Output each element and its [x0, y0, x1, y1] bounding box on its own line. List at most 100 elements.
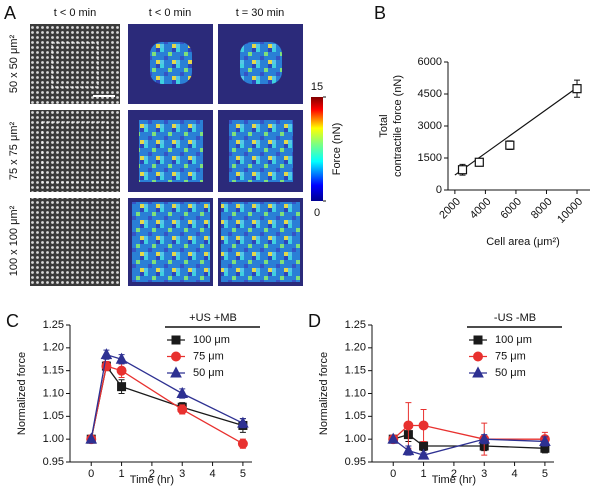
x-tick-label: 4	[512, 468, 518, 480]
marker	[417, 448, 430, 460]
colorbar-tick-label: 0	[314, 207, 320, 219]
y-tick-label: 4500	[418, 88, 442, 100]
marker	[237, 416, 249, 428]
series	[85, 348, 249, 444]
micrograph	[30, 110, 120, 192]
marker	[478, 432, 491, 444]
y-tick-label: 1.00	[43, 433, 64, 445]
x-tick-label: 3	[481, 468, 487, 480]
row-title: 100 x 100 μm²	[8, 205, 20, 276]
force-cell	[132, 202, 210, 282]
series	[387, 432, 551, 460]
colorbar-title: Force (nN)	[331, 123, 343, 176]
legend-label: 100 μm	[193, 334, 230, 346]
y-tick-label: 1.10	[345, 387, 366, 399]
x-tick-label: 1	[421, 468, 427, 480]
marker	[171, 351, 181, 362]
x-tick-label: 1	[119, 468, 125, 480]
y-axis-label: Normalized force	[16, 352, 28, 435]
marker	[85, 432, 98, 444]
x-tick-label: 2	[149, 468, 155, 480]
marker	[572, 84, 582, 94]
y-tick-label: 1.10	[43, 387, 64, 399]
marker	[117, 382, 127, 392]
force-cell	[229, 120, 293, 182]
x-tick-label: 0	[88, 468, 94, 480]
y-tick-label: 1.05	[345, 410, 366, 422]
panel-label: B	[374, 3, 386, 23]
marker	[473, 335, 483, 345]
y-axis-label: Normalized force	[318, 352, 330, 435]
colorbar	[311, 97, 323, 201]
y-tick-label: 1.05	[43, 410, 64, 422]
y-tick-label: 1500	[418, 152, 442, 164]
legend-label: 75 μm	[495, 350, 526, 362]
legend-label: 50 μm	[495, 367, 526, 379]
x-tick-label: 5	[240, 468, 246, 480]
column-title: t = 30 min	[236, 7, 285, 19]
legend-label: 75 μm	[193, 350, 224, 362]
y-tick-label: 0.95	[43, 456, 64, 468]
x-tick-label: 8000	[529, 196, 555, 222]
micrograph	[30, 24, 120, 104]
y-tick-label: 0	[436, 184, 442, 196]
marker	[402, 444, 415, 456]
legend-title: -US -MB	[494, 312, 536, 324]
series-line	[393, 433, 545, 449]
force-cell	[221, 202, 300, 282]
marker	[100, 348, 113, 360]
marker	[115, 352, 128, 364]
marker	[418, 420, 429, 431]
y-tick-label: 3000	[418, 120, 442, 132]
marker	[474, 157, 484, 167]
marker	[170, 366, 182, 378]
x-tick-label: 4000	[468, 196, 494, 222]
legend-title: +US +MB	[189, 312, 237, 324]
x-tick-label: 10000	[555, 196, 585, 226]
y-tick-label: 6000	[418, 56, 442, 68]
force-cell	[139, 120, 203, 182]
y-tick-label: 0.95	[345, 456, 366, 468]
y-tick-label: 1.15	[43, 365, 64, 377]
x-tick-label: 6000	[498, 196, 524, 222]
image-panel: A t < 0 min t < 0 min t = 30 min 50 x 50…	[4, 3, 343, 286]
marker	[177, 404, 188, 415]
y-tick-label: 1.25	[43, 319, 64, 331]
x-tick-label: 2	[451, 468, 457, 480]
column-title: t < 0 min	[54, 7, 97, 19]
marker	[403, 420, 414, 431]
x-tick-label: 2000	[437, 196, 463, 222]
marker	[176, 386, 189, 398]
x-tick-label: 0	[390, 468, 396, 480]
marker	[171, 335, 181, 345]
x-tick-label: 3	[179, 468, 185, 480]
marker	[473, 351, 483, 362]
y-tick-label: 1.00	[345, 433, 366, 445]
x-axis-label: Time (hr)	[432, 474, 476, 486]
marker	[387, 432, 400, 444]
marker	[472, 366, 484, 378]
marker	[116, 365, 127, 376]
row-title: 75 x 75 μm²	[8, 122, 20, 181]
marker	[539, 434, 551, 446]
micrograph	[30, 198, 120, 286]
column-title: t < 0 min	[149, 7, 192, 19]
colorbar-tick-label: 15	[311, 81, 323, 93]
legend-label: 50 μm	[193, 367, 224, 379]
series-line	[392, 424, 545, 440]
y-tick-label: 1.20	[43, 342, 64, 354]
y-tick-label: 1.15	[345, 365, 366, 377]
marker	[457, 165, 468, 175]
fit-line	[454, 87, 578, 176]
x-axis-label: Cell area (μm²)	[486, 236, 560, 248]
marker	[505, 140, 515, 150]
panel-label: C	[6, 311, 19, 331]
outline	[41, 121, 109, 183]
panel-label: A	[4, 3, 16, 23]
y-tick-label: 1.25	[345, 319, 366, 331]
outline	[51, 42, 99, 88]
force-cell	[240, 42, 282, 84]
panel-label: D	[308, 311, 321, 331]
legend-label: 100 μm	[495, 334, 532, 346]
